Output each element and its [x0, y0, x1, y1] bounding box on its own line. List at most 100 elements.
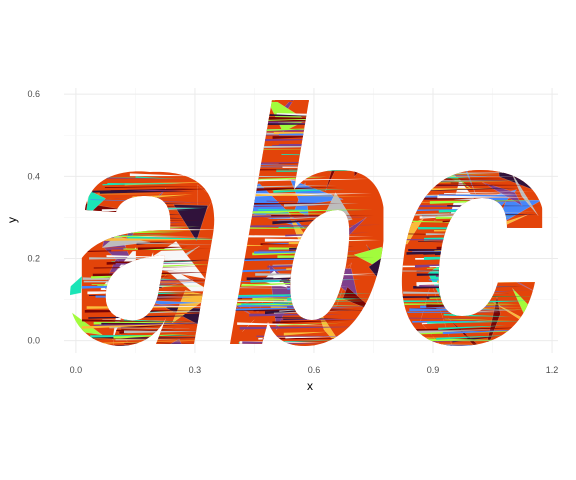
mesh-sliver [81, 323, 195, 329]
x-tick-label: 1.2 [546, 365, 559, 375]
mesh-sliver [124, 181, 215, 186]
mesh-sliver [444, 190, 536, 195]
mesh-sliver [245, 187, 338, 192]
axis-ticks: 0.0 0.3 0.6 0.9 1.2 0.0 0.2 0.4 0.6 [27, 89, 558, 375]
mesh-sliver [438, 325, 507, 330]
mesh-sliver [115, 260, 211, 263]
mesh-sliver [82, 340, 213, 345]
mesh-sliver [246, 224, 382, 228]
mesh-sliver [127, 236, 215, 240]
mesh-sliver [272, 136, 327, 139]
x-tick-label: 0.6 [308, 365, 321, 375]
mesh-sliver [283, 318, 340, 320]
mesh-sliver [127, 200, 215, 203]
mesh-sliver [257, 175, 328, 178]
x-tick-label: 0.9 [427, 365, 440, 375]
mesh-sliver [109, 327, 200, 329]
mesh-sliver [406, 180, 524, 184]
mesh-sliver [272, 188, 323, 191]
mesh-sliver [272, 320, 352, 324]
mesh-triangle [482, 182, 523, 207]
mesh-sliver [89, 257, 173, 260]
mesh-sliver [105, 342, 207, 346]
mesh-sliver [451, 309, 527, 314]
mesh-sliver [258, 336, 344, 340]
mesh-sliver [444, 318, 517, 322]
y-tick-label: 0.6 [27, 89, 40, 99]
mesh-sliver [266, 200, 325, 203]
mesh-sliver [449, 174, 497, 177]
mesh-sliver [401, 336, 509, 339]
y-tick-label: 0.4 [27, 171, 40, 181]
y-axis-title: y [5, 217, 19, 223]
mesh-sliver [235, 308, 364, 311]
y-tick-label: 0.0 [27, 336, 40, 346]
mesh-sliver [132, 194, 193, 200]
mesh-sliver [243, 100, 368, 103]
mesh-sliver [234, 152, 377, 158]
mesh-sliver [255, 194, 373, 197]
mesh-sliver [133, 315, 204, 318]
mesh-triangle [495, 170, 544, 194]
mesh-sliver [402, 198, 538, 202]
mesh-sliver [243, 184, 337, 189]
y-tick-label: 0.2 [27, 254, 40, 264]
mesh-sliver [241, 281, 338, 287]
mesh-sliver [108, 282, 215, 286]
mesh-sliver [443, 177, 526, 181]
mesh-sliver [256, 335, 379, 337]
mesh-sliver [121, 233, 174, 237]
mesh-sliver [428, 177, 522, 180]
mesh-sliver [129, 173, 194, 177]
mesh-sliver [231, 299, 379, 301]
mesh-triangle [263, 100, 307, 133]
mesh-sliver [93, 321, 193, 325]
mesh-sliver [107, 182, 183, 185]
mesh-sliver [401, 328, 499, 332]
mesh-sliver [249, 122, 346, 126]
mesh-sliver [279, 307, 328, 312]
mesh-sliver [402, 201, 536, 203]
mesh-sliver [117, 208, 189, 211]
mesh-sliver [450, 182, 491, 184]
mesh-sliver [116, 329, 215, 333]
x-axis-title: x [307, 379, 313, 393]
x-tick-label: 0.3 [189, 365, 202, 375]
mesh-sliver [97, 193, 188, 195]
mesh-sliver [123, 178, 186, 180]
mesh-sliver [123, 330, 206, 334]
mesh-sliver [436, 335, 511, 340]
mesh-sliver [108, 196, 193, 200]
mesh-sliver [285, 336, 324, 339]
mesh-sliver [236, 287, 329, 289]
mesh-sliver [427, 321, 532, 324]
mesh-sliver [97, 237, 215, 241]
mesh-sliver [237, 322, 330, 326]
mesh-sliver [87, 235, 177, 239]
mesh-sliver [401, 197, 523, 200]
mesh-sliver [416, 190, 488, 193]
mesh-sliver [261, 113, 325, 117]
mesh-sliver [401, 317, 491, 320]
mesh-triangle [173, 204, 209, 242]
mesh-sliver [404, 188, 519, 192]
mesh-sliver [283, 331, 329, 336]
mesh-sliver [88, 315, 215, 319]
mesh-sliver [241, 300, 373, 306]
mesh-sliver [123, 319, 196, 323]
mesh-triangle [137, 241, 206, 279]
mesh-sliver [418, 185, 493, 187]
mesh-sliver [230, 202, 345, 206]
mesh-triangle [510, 171, 539, 216]
mesh-sliver [273, 189, 345, 193]
mesh-sliver [137, 246, 188, 251]
mesh-sliver [410, 329, 496, 334]
mesh-sliver [232, 148, 360, 150]
mesh-sliver [136, 242, 169, 245]
mesh-sliver [401, 335, 531, 337]
mesh-sliver [234, 303, 370, 306]
x-tick-label: 0.0 [70, 365, 83, 375]
mesh-sliver [231, 268, 335, 273]
mesh-sliver [104, 185, 215, 189]
